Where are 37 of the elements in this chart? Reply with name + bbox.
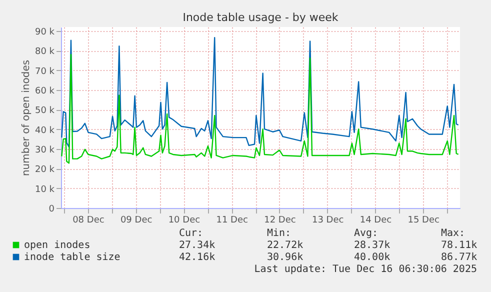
- text: 22.72k: [267, 240, 304, 251]
- x-tick-label: 10 Dec: [168, 216, 200, 226]
- text: Cur:: [179, 228, 204, 239]
- text: 42.16k: [179, 252, 216, 263]
- text: 40.00k: [354, 252, 390, 263]
- x-tick-label: 15 Dec: [408, 216, 440, 226]
- text: Avg:: [354, 228, 378, 239]
- text: 30.96k: [267, 252, 304, 263]
- y-tick-label: 20 k: [34, 165, 56, 176]
- text: 86.77k: [441, 252, 478, 263]
- legend-label: inode table size: [24, 252, 120, 263]
- line-series: [61, 37, 459, 148]
- x-tick-label: 13 Dec: [312, 216, 344, 226]
- x-tick-label: 09 Dec: [120, 216, 152, 226]
- y-tick-label: 30 k: [34, 145, 56, 156]
- y-tick-label: 90 k: [34, 27, 56, 38]
- text: Max:: [441, 228, 466, 239]
- text: 28.37k: [354, 240, 390, 251]
- line-series: [61, 54, 459, 164]
- y-tick-label: 70 k: [34, 66, 56, 77]
- x-tick-label: 14 Dec: [360, 216, 392, 226]
- y-axis-title: number of open inodes: [20, 60, 32, 176]
- text: Last update: Tue Dec 16 06:30:06 2025: [254, 264, 477, 275]
- y-tick-label: 60 k: [34, 86, 56, 96]
- legend-label: open inodes: [24, 240, 90, 251]
- y-tick-label: 0: [48, 204, 55, 214]
- chart-title: Inode table usage - by week: [182, 10, 339, 24]
- x-tick-label: 11 Dec: [216, 216, 248, 226]
- y-tick-label: 10 k: [34, 184, 56, 195]
- y-tick-label: 40 k: [34, 126, 56, 136]
- text: Min:: [267, 228, 292, 239]
- y-tick-label: 80 k: [34, 47, 56, 58]
- y-tick-label: 50 k: [34, 106, 56, 116]
- text: 27.34k: [179, 240, 216, 251]
- text: 78.11k: [441, 240, 478, 251]
- x-tick-label: 12 Dec: [264, 216, 296, 226]
- x-tick-label: 08 Dec: [72, 216, 104, 226]
